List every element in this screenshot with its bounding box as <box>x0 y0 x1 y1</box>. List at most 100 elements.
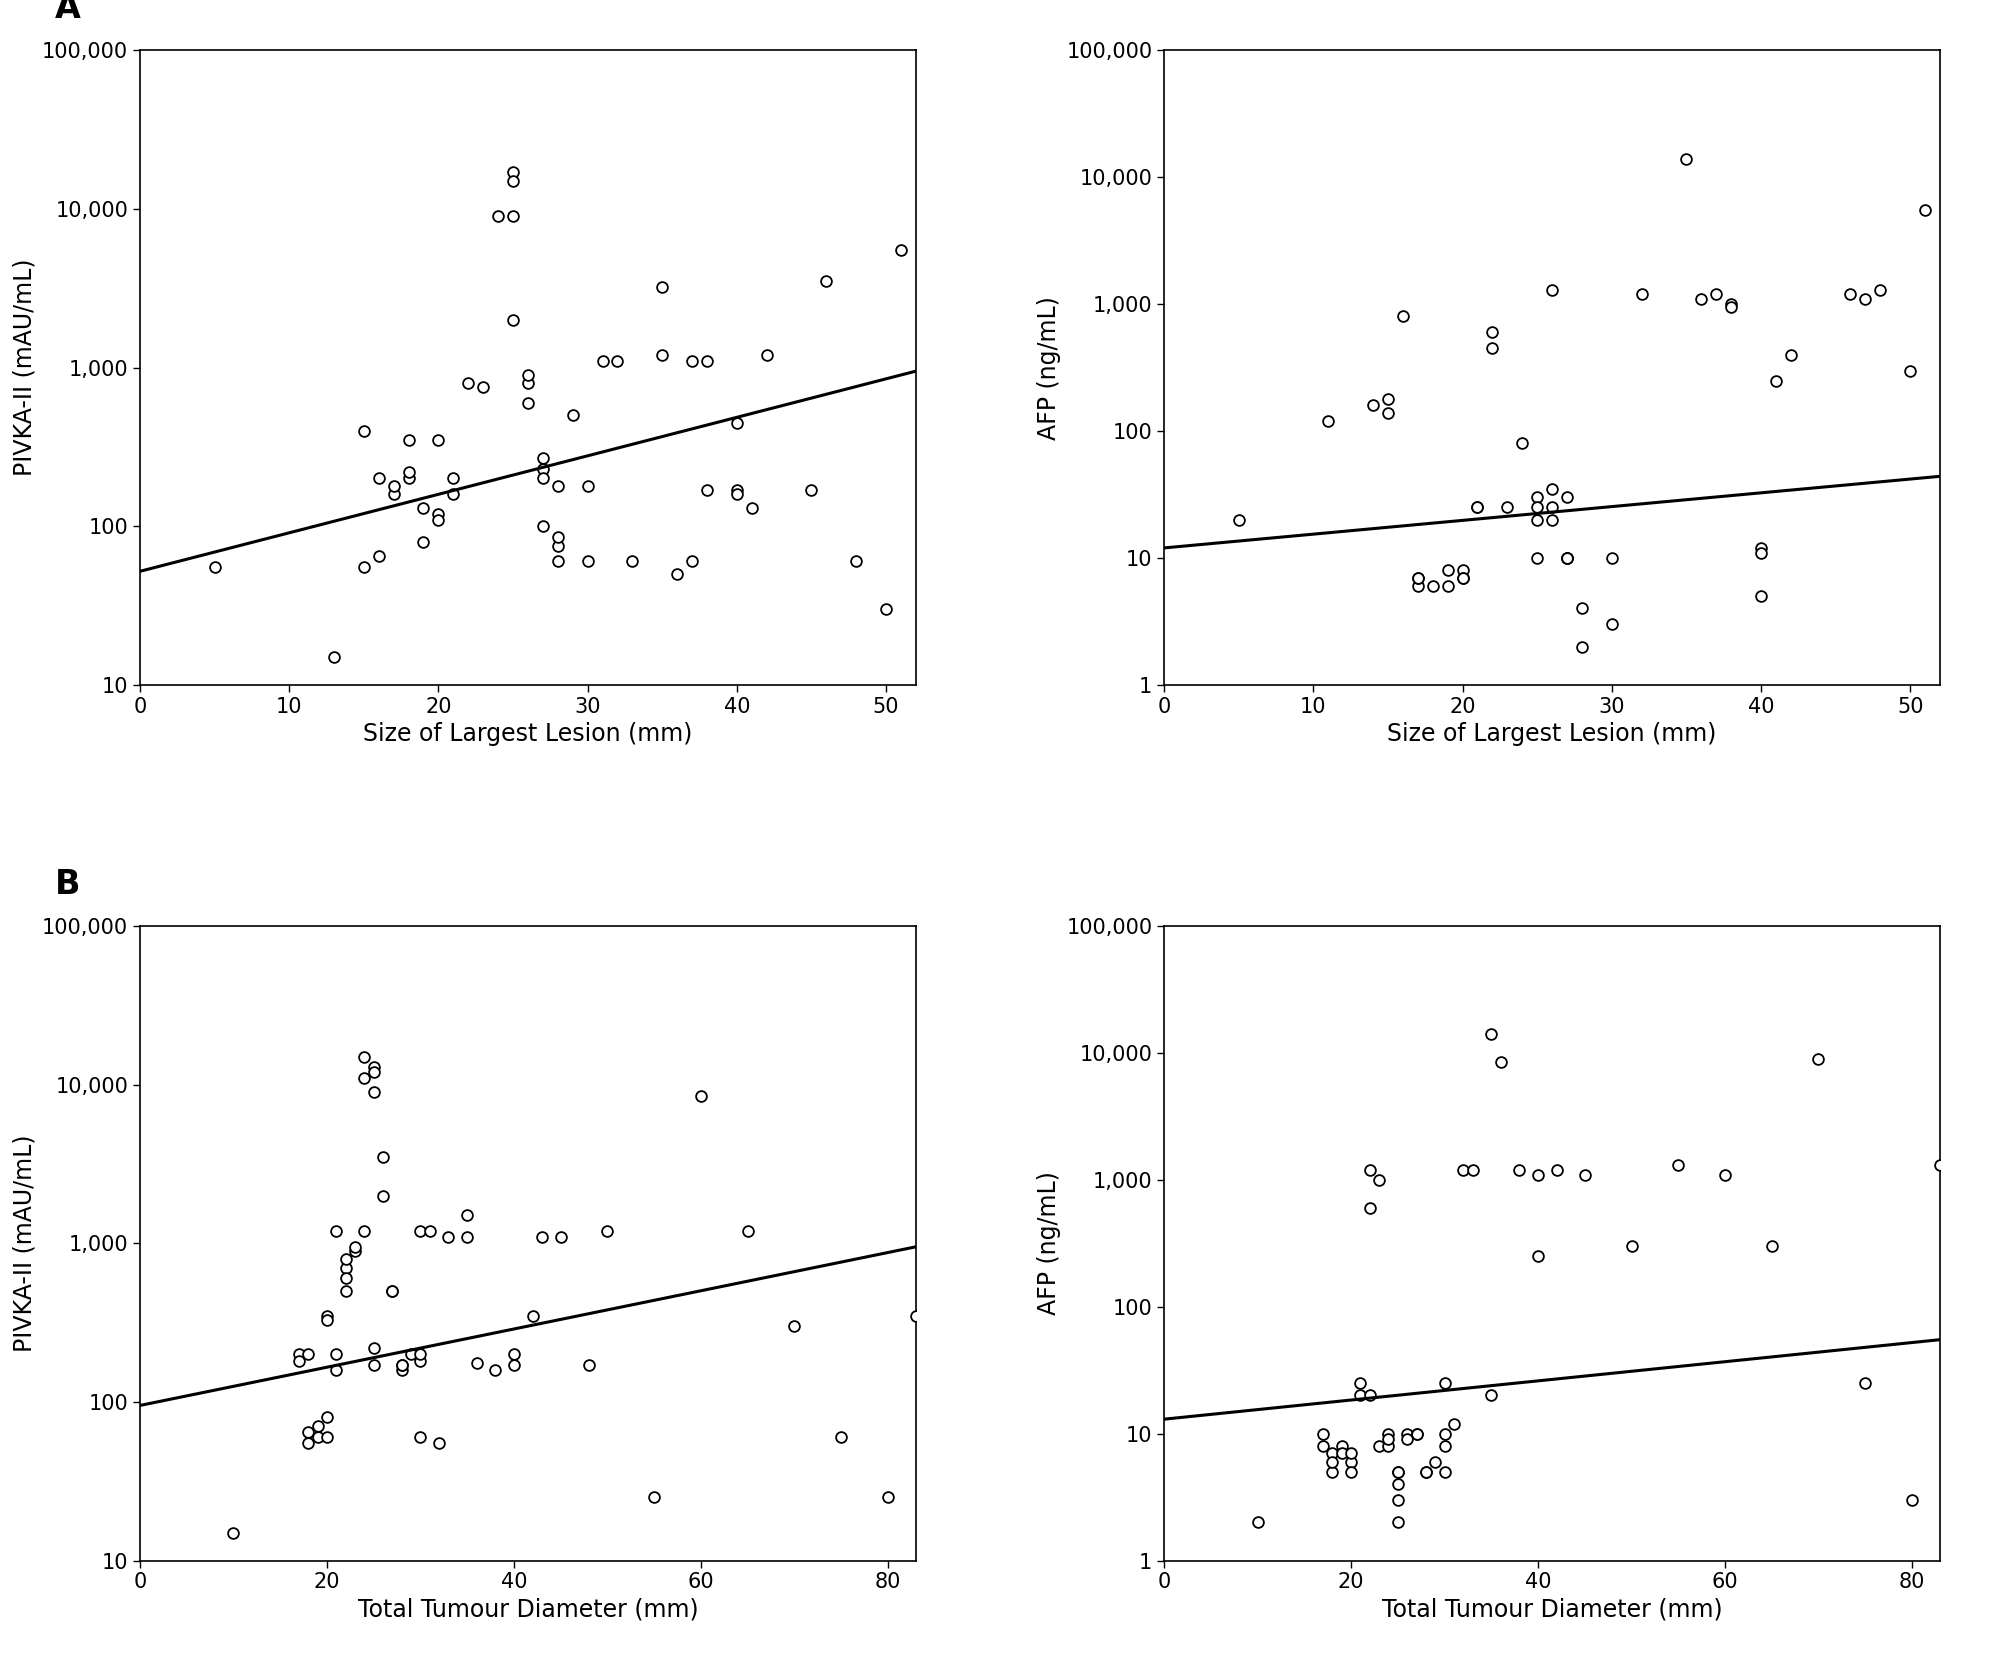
Point <box>1372 399 1404 426</box>
Point <box>1596 611 1628 638</box>
Point <box>498 159 530 186</box>
Point <box>404 1217 436 1243</box>
Point <box>362 542 394 569</box>
Point <box>348 418 380 445</box>
Point <box>646 274 678 300</box>
Point <box>810 268 842 295</box>
Point <box>1222 507 1254 534</box>
Point <box>1476 319 1508 346</box>
Point <box>408 529 440 555</box>
Point <box>1550 545 1582 572</box>
Point <box>1446 564 1478 591</box>
Point <box>1344 1369 1376 1396</box>
Point <box>720 477 752 503</box>
Point <box>572 549 604 576</box>
Point <box>1428 1420 1460 1446</box>
Point <box>338 1233 370 1260</box>
Point <box>1760 367 1792 394</box>
Point <box>1354 1383 1386 1410</box>
Point <box>736 495 768 522</box>
Point <box>1364 1433 1396 1460</box>
Point <box>1358 391 1390 418</box>
Point <box>1670 146 1702 173</box>
Point <box>662 560 694 587</box>
Point <box>1336 1448 1368 1475</box>
Point <box>498 1341 530 1368</box>
Point <box>1536 493 1568 520</box>
Point <box>292 1418 324 1445</box>
Y-axis label: PIVKA-II (mAU/mL): PIVKA-II (mAU/mL) <box>12 1134 36 1352</box>
Point <box>414 1217 446 1243</box>
Point <box>1336 1458 1368 1485</box>
Point <box>1420 1448 1452 1475</box>
Point <box>1438 1410 1470 1436</box>
Point <box>1476 1020 1508 1047</box>
Point <box>512 361 544 388</box>
Point <box>1242 1509 1274 1535</box>
Point <box>292 1430 324 1457</box>
Point <box>1506 430 1538 456</box>
Point <box>1382 1487 1414 1514</box>
Point <box>1894 357 1926 384</box>
Point <box>218 1519 250 1545</box>
Point <box>1550 483 1582 510</box>
Point <box>358 1334 390 1361</box>
Point <box>1756 1233 1788 1260</box>
Point <box>1492 493 1524 520</box>
Point <box>198 554 230 581</box>
Point <box>1550 545 1582 572</box>
Point <box>1568 1161 1600 1188</box>
X-axis label: Total Tumour Diameter (mm): Total Tumour Diameter (mm) <box>358 1597 698 1623</box>
Point <box>616 549 648 576</box>
Y-axis label: AFP (ng/mL): AFP (ng/mL) <box>1036 295 1060 440</box>
Point <box>526 445 558 472</box>
Point <box>1476 334 1508 361</box>
Point <box>310 1423 342 1450</box>
Point <box>498 168 530 195</box>
Point <box>404 1347 436 1374</box>
Point <box>1382 1458 1414 1485</box>
Point <box>396 1341 428 1368</box>
Point <box>1410 1458 1442 1485</box>
Point <box>900 1302 932 1329</box>
Point <box>348 1044 380 1071</box>
Point <box>1456 1156 1488 1183</box>
Point <box>1540 1156 1572 1183</box>
Point <box>1402 564 1434 591</box>
Point <box>1802 1045 1834 1072</box>
Point <box>676 549 708 576</box>
Point <box>330 1245 362 1272</box>
Point <box>1372 1420 1404 1446</box>
Point <box>330 1255 362 1282</box>
Y-axis label: AFP (ng/mL): AFP (ng/mL) <box>1036 1171 1060 1316</box>
Point <box>438 480 470 507</box>
Point <box>1372 1433 1404 1460</box>
Point <box>572 472 604 498</box>
Point <box>482 203 514 230</box>
Point <box>1864 277 1896 304</box>
Text: A: A <box>54 0 80 25</box>
Point <box>376 1277 408 1304</box>
Point <box>1410 1458 1442 1485</box>
Point <box>1686 285 1718 312</box>
Point <box>1392 1426 1424 1453</box>
Point <box>376 1277 408 1304</box>
Point <box>424 1430 456 1457</box>
Point <box>310 1302 342 1329</box>
Point <box>348 1064 380 1091</box>
Point <box>1896 1487 1928 1514</box>
Point <box>872 1483 904 1510</box>
Point <box>1662 1151 1694 1178</box>
Point <box>572 1352 604 1379</box>
Point <box>1312 408 1344 435</box>
Point <box>498 203 530 230</box>
Point <box>386 1352 418 1379</box>
Point <box>690 347 722 374</box>
Point <box>1476 1383 1508 1410</box>
Point <box>1626 280 1658 307</box>
Point <box>392 426 424 453</box>
Point <box>1316 1440 1348 1467</box>
Point <box>358 1352 390 1379</box>
Point <box>676 347 708 374</box>
Point <box>358 1059 390 1086</box>
